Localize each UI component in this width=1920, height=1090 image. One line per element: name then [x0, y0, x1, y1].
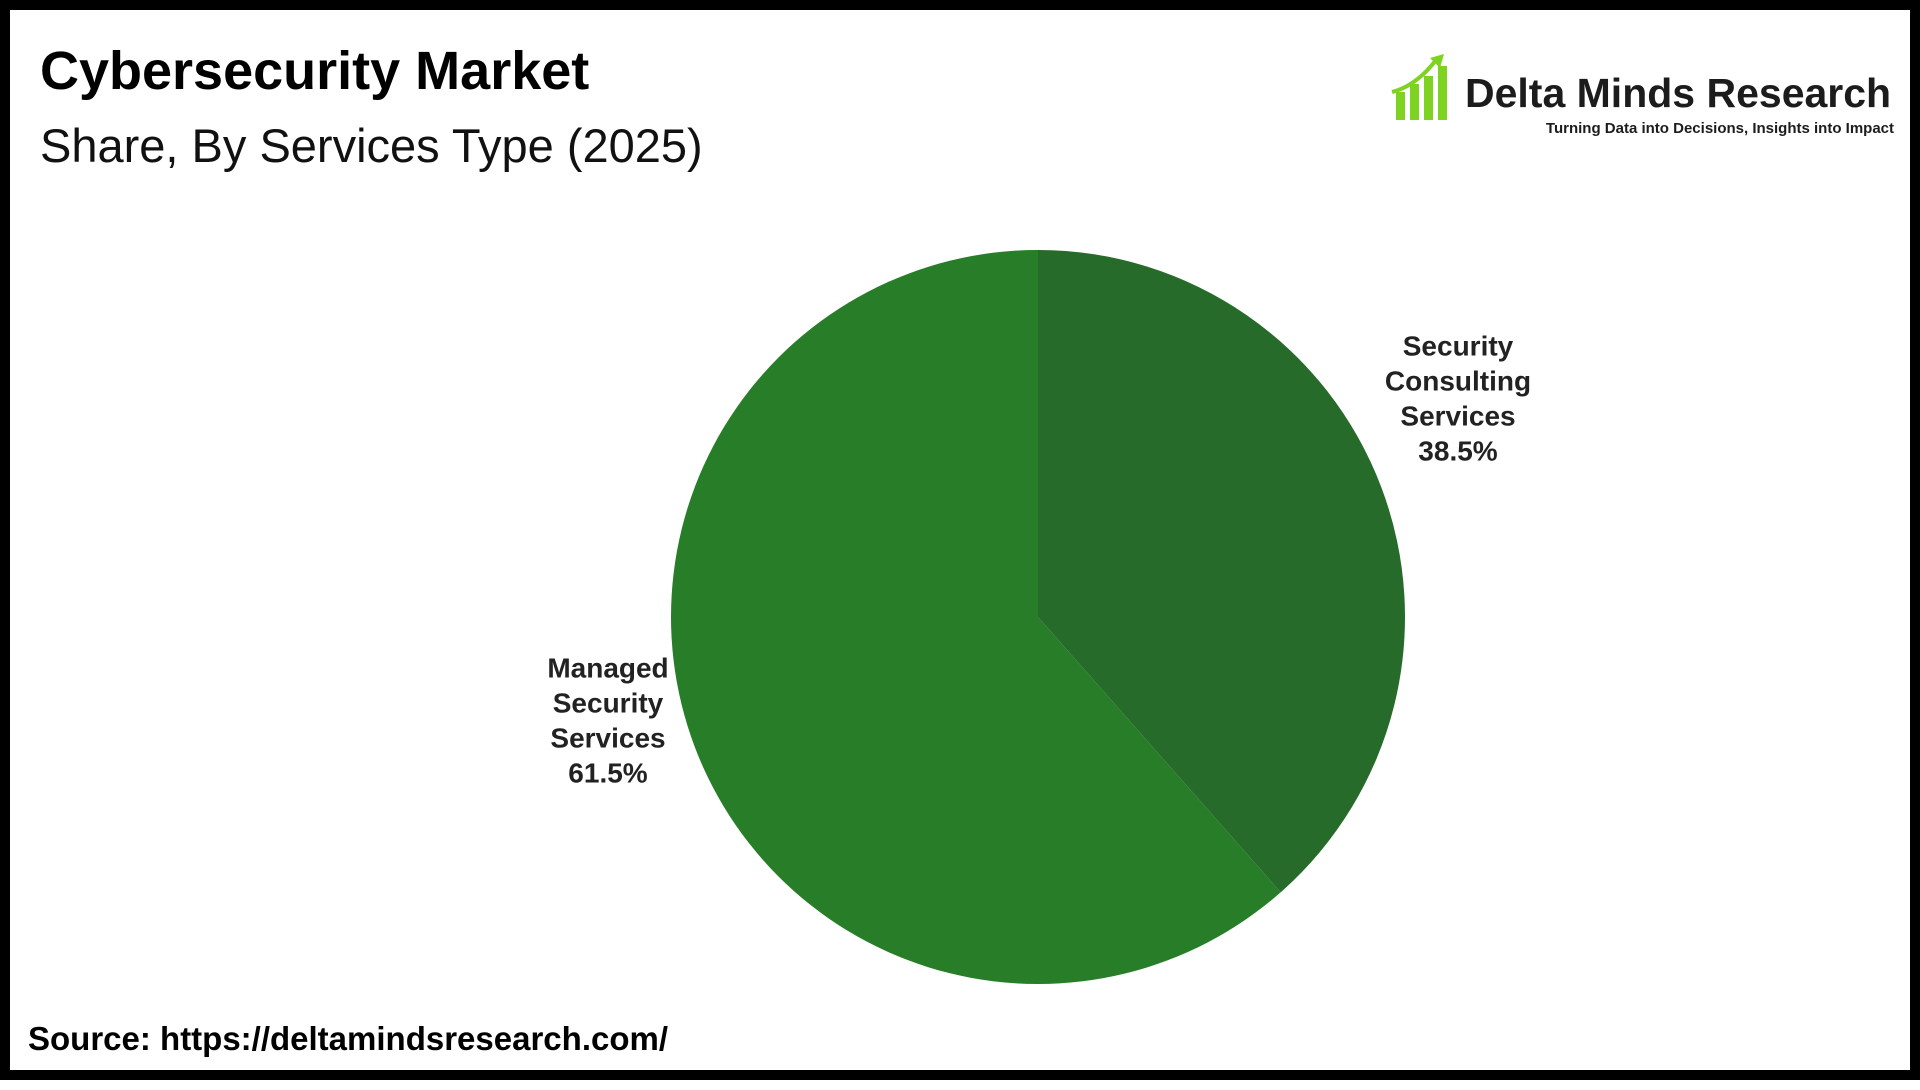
pie-slice-0 [1038, 250, 1405, 893]
pie-slices [670, 250, 1405, 984]
pie-slice-1 [670, 250, 1281, 984]
brand-tagline: Turning Data into Decisions, Insights in… [1545, 120, 1894, 137]
brand-name: Delta Minds Research [1465, 70, 1892, 116]
slice-category-label: Managed [547, 653, 668, 684]
slice-category-label: Services [550, 723, 665, 754]
pie-slice-label-1: Managed Security Services 61.5% [547, 653, 668, 789]
chart-title: Cybersecurity Market [40, 41, 590, 101]
source-note: Source: https://deltamindsresearch.com/ [28, 1020, 669, 1057]
brand-block: Delta Minds Research Turning Data into D… [1390, 52, 1900, 152]
chart-subtitle: Share, By Services Type (2025) [40, 119, 703, 172]
slice-value-label: 61.5% [568, 758, 647, 789]
pie-chart: Security Consulting Services 38.5% Managed Se… [547, 250, 1531, 984]
slice-value-label: 38.5% [1418, 436, 1497, 467]
slice-category-label: Security [553, 688, 664, 719]
pie-slice-label-0: Security Consulting Services 38.5% [1385, 331, 1531, 467]
growth-chart-logo-icon [1391, 54, 1447, 120]
slice-category-label: Services [1400, 401, 1515, 432]
slice-category-label: Consulting [1385, 366, 1531, 397]
pie-labels: Security Consulting Services 38.5% Managed Se… [547, 331, 1531, 789]
slice-category-label: Security [1403, 331, 1514, 362]
